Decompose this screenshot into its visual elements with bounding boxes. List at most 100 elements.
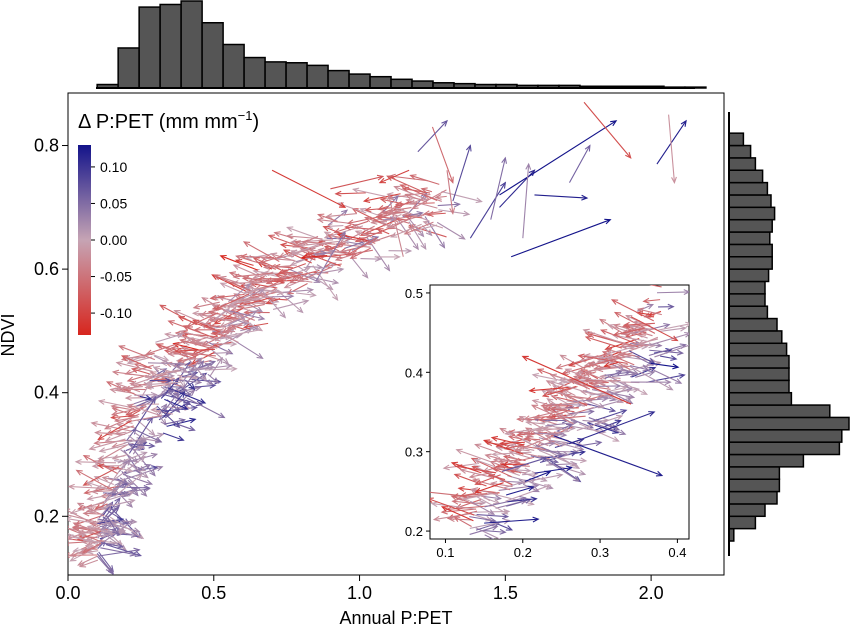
vector-arrow	[289, 238, 334, 245]
vector-arrow	[403, 213, 423, 220]
inset-vector-arrow	[481, 495, 502, 501]
histogram-bar	[728, 243, 773, 258]
vector-arrow	[192, 363, 233, 372]
inset-vector-arrow	[550, 394, 591, 406]
inset-vector-arrow	[504, 425, 553, 436]
inset-vector-arrow	[490, 435, 525, 446]
vector-arrow	[300, 254, 328, 261]
vector-arrow	[344, 235, 380, 249]
inset-vector-arrow	[598, 318, 644, 346]
vector-arrow	[97, 399, 130, 408]
vector-arrow	[68, 483, 106, 490]
histogram-bar	[348, 73, 371, 89]
histogram-bar	[728, 391, 793, 406]
inset-x-tick-label: 0.2	[514, 545, 532, 560]
vector-arrow	[71, 525, 100, 533]
histogram-bar	[390, 78, 413, 89]
inset-vector-arrow	[587, 422, 620, 434]
inset-vector-arrow	[649, 285, 662, 288]
vector-arrow	[172, 342, 199, 351]
vector-arrow	[298, 240, 339, 249]
inset-vector-arrow	[629, 365, 674, 391]
vector-arrow	[383, 216, 398, 223]
vector-arrow	[277, 263, 306, 275]
vector-arrow	[191, 342, 222, 356]
vector-arrow	[436, 221, 466, 240]
y-tick-label: 0.4	[34, 383, 59, 403]
inset-vector-arrow	[518, 415, 557, 436]
inset-vector-arrow	[538, 437, 585, 451]
vector-arrow	[111, 453, 129, 461]
vector-arrow	[344, 224, 381, 231]
histogram-bar	[728, 144, 752, 159]
vector-arrow	[228, 271, 256, 281]
vector-arrow	[411, 189, 447, 210]
inset-vector-arrow	[523, 436, 541, 442]
vector-arrow	[152, 365, 178, 374]
vector-arrow	[132, 445, 145, 452]
inset-vector-arrow	[660, 325, 687, 332]
vector-arrow	[86, 481, 113, 492]
histogram-bar	[728, 354, 790, 369]
histogram-bar	[138, 6, 161, 89]
inset-vector-arrow	[558, 376, 604, 383]
vector-arrow	[262, 264, 290, 271]
histogram-bar	[117, 47, 140, 89]
vector-arrow	[383, 209, 407, 216]
vector-arrow	[104, 528, 127, 535]
histogram-bar	[728, 194, 772, 209]
vector-arrow	[242, 322, 269, 330]
inset-vector-arrow	[630, 379, 672, 386]
vector-arrow	[101, 475, 114, 482]
inset-vector-arrow	[577, 353, 628, 364]
vector-arrow	[351, 258, 369, 279]
inset-vector-arrow	[568, 408, 595, 415]
inset-vector-arrow	[630, 316, 679, 342]
vector-arrow	[420, 187, 433, 194]
vector-arrow	[86, 548, 99, 555]
vector-arrow	[103, 498, 136, 508]
histogram-bar	[728, 515, 757, 530]
vector-arrow	[325, 213, 358, 219]
histogram-bar	[728, 169, 764, 184]
histogram-bar	[728, 231, 771, 246]
vector-arrow	[104, 481, 121, 502]
vector-arrow	[323, 242, 347, 252]
inset-vector-arrow	[587, 409, 628, 424]
histogram-bar	[369, 75, 392, 89]
vector-arrow	[156, 405, 181, 429]
vector-arrow	[134, 391, 158, 398]
vector-arrow	[441, 190, 483, 204]
vector-arrow	[349, 247, 372, 259]
inset-vector-arrow	[605, 346, 636, 356]
histogram-bar	[728, 342, 788, 357]
inset-vector-arrow	[515, 469, 548, 482]
histogram-bar	[728, 181, 769, 196]
inset-vector-arrow	[649, 331, 689, 346]
vector-arrow	[393, 185, 428, 201]
vector-arrow	[363, 230, 383, 237]
vector-arrow	[86, 525, 109, 534]
vector-arrow	[522, 162, 532, 239]
vector-arrow	[377, 204, 389, 211]
vector-arrow	[127, 409, 141, 418]
vector-arrow	[107, 490, 135, 501]
colorbar: Δ P:PET (mm mm−1) 0.10 0.05 0.00 -0.05 -0.10	[78, 108, 259, 335]
y-tick-label: 0.2	[34, 506, 59, 526]
inset-vector-arrow	[462, 491, 498, 502]
inset-vector-arrow	[603, 361, 619, 368]
inset-axes: 0.1 0.2 0.3 0.4 0.2 0.3 0.4 0.5	[405, 286, 687, 560]
x-tick-label: 1.0	[347, 583, 372, 603]
vector-arrow	[379, 221, 405, 233]
vector-arrow	[109, 516, 145, 540]
inset-vector-arrow	[650, 362, 680, 370]
top-histogram	[96, 0, 707, 89]
histogram-bar	[728, 218, 773, 233]
vector-arrow	[261, 289, 287, 319]
vector-arrow	[354, 230, 378, 241]
inset-vector-arrow	[586, 396, 633, 411]
vector-arrow	[185, 312, 219, 328]
inset-vector-arrow	[649, 349, 685, 356]
vector-arrow	[117, 451, 148, 464]
vector-arrow	[156, 343, 197, 358]
